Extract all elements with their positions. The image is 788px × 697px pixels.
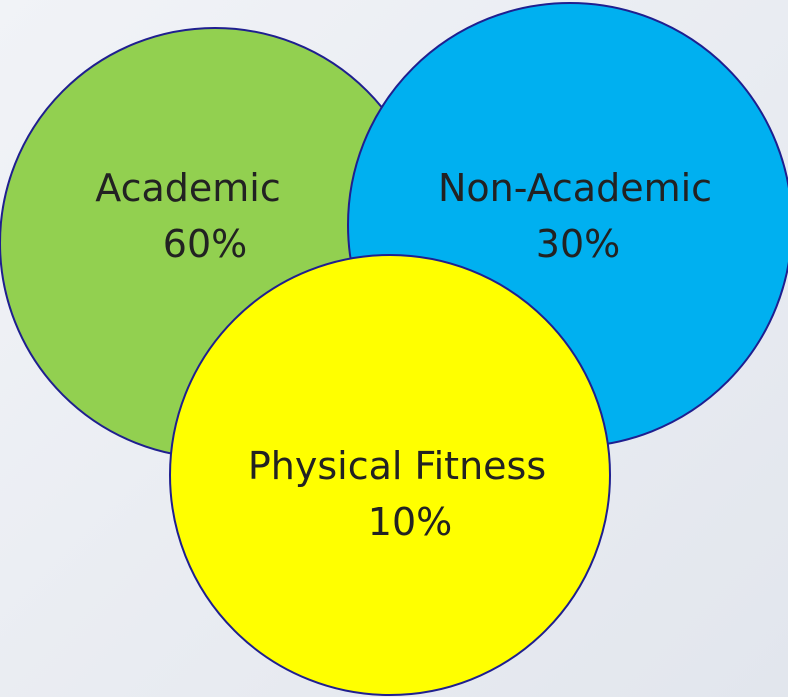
circle-physical-fitness (169, 254, 611, 696)
label-physical-fitness-name: Physical Fitness (248, 444, 546, 488)
label-academic-name: Academic (95, 166, 280, 210)
label-academic-percent: 60% (163, 222, 247, 266)
label-non-academic-name: Non-Academic (438, 166, 712, 210)
label-physical-fitness-percent: 10% (368, 500, 452, 544)
label-non-academic-percent: 30% (536, 222, 620, 266)
